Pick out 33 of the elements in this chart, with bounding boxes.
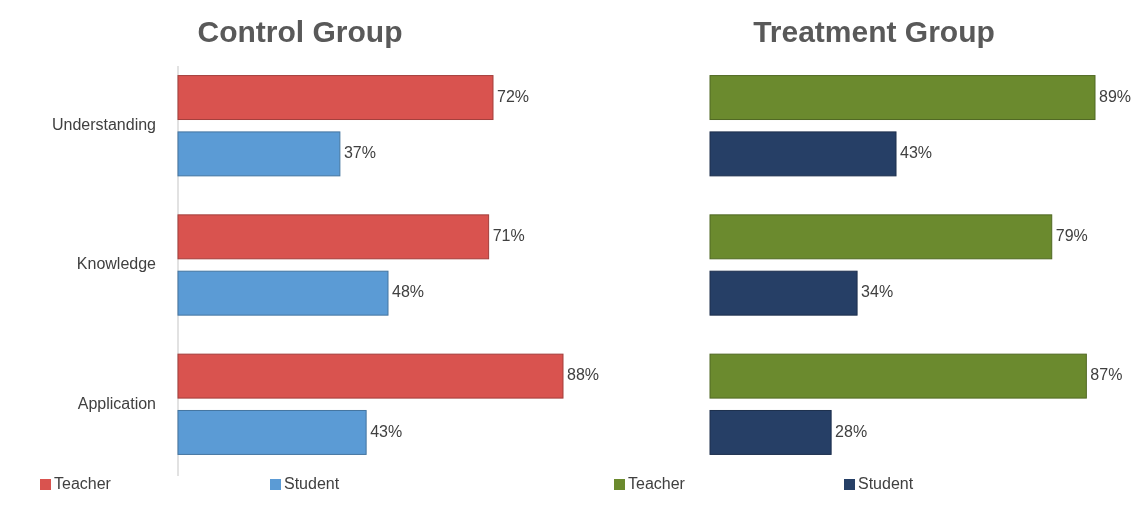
data-label: 79% — [1055, 227, 1088, 245]
bar — [709, 75, 1096, 121]
legend-label: Student — [284, 475, 340, 493]
bar — [177, 409, 367, 455]
data-label: 88% — [567, 366, 600, 384]
bar — [709, 131, 897, 177]
chart-title: Control Group — [197, 15, 403, 48]
y-tick-label: Application — [77, 394, 156, 412]
bar — [177, 214, 490, 260]
chart-title: Treatment Group — [753, 15, 995, 48]
bar — [709, 353, 1087, 399]
bar — [709, 409, 832, 455]
legend-label: Teacher — [628, 475, 686, 493]
data-label: 72% — [497, 87, 530, 105]
legend-label: Teacher — [54, 475, 112, 493]
bar — [177, 131, 341, 177]
bar — [709, 270, 858, 316]
y-tick-label: Knowledge — [76, 255, 157, 273]
data-label: 71% — [492, 227, 525, 245]
data-label: 89% — [1099, 87, 1132, 105]
data-label: 43% — [370, 422, 403, 440]
y-tick-label: Understanding — [51, 115, 156, 133]
bar — [177, 75, 494, 121]
data-label: 48% — [392, 283, 425, 301]
data-label: 37% — [343, 144, 376, 162]
data-label: 28% — [835, 422, 868, 440]
bar — [709, 214, 1053, 260]
bar — [177, 270, 389, 316]
data-label: 43% — [900, 144, 933, 162]
bar — [177, 353, 564, 399]
data-label: 87% — [1090, 366, 1123, 384]
legend-label: Student — [858, 475, 914, 493]
data-label: 34% — [861, 283, 894, 301]
